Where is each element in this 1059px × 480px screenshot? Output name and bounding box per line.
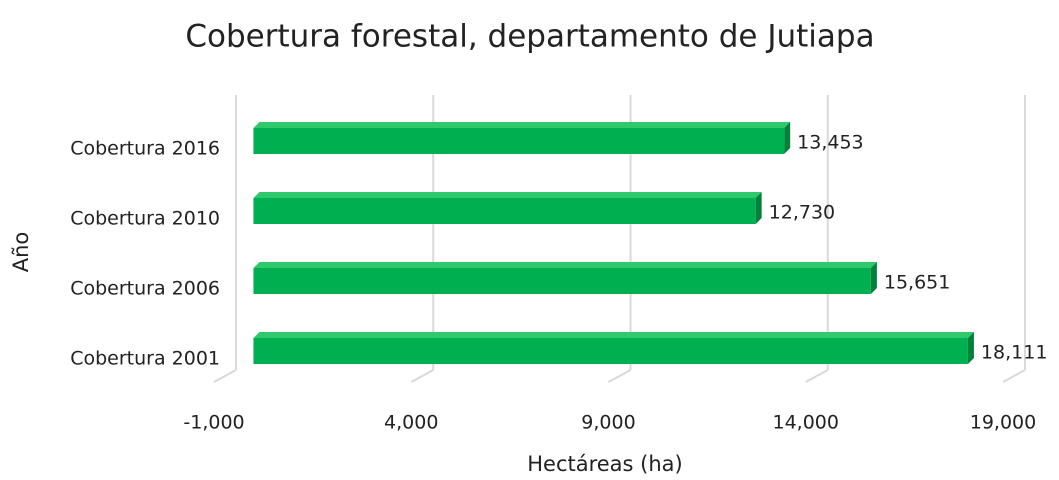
- x-tick-label: 9,000: [581, 412, 635, 434]
- y-tick-label: Cobertura 2010: [70, 208, 220, 230]
- grid-line-foot: [410, 369, 434, 383]
- grid-line-foot: [1002, 369, 1026, 383]
- bar-top: [253, 122, 791, 128]
- bar-side: [784, 122, 791, 154]
- data-label: 13,453: [797, 132, 863, 154]
- bar-side: [870, 262, 877, 294]
- bar: [253, 268, 871, 294]
- grid-line-foot: [805, 369, 829, 383]
- bar-side: [967, 332, 974, 364]
- bar-top: [253, 192, 762, 198]
- grid-line-foot: [608, 369, 631, 383]
- bar: [253, 198, 756, 224]
- y-tick-label: Cobertura 2006: [70, 278, 220, 300]
- bar: [253, 128, 785, 154]
- y-tick-label: Cobertura 2016: [70, 138, 220, 160]
- x-tick-label: 14,000: [773, 412, 839, 434]
- x-tick-label: 4,000: [384, 412, 438, 434]
- y-tick-label: Cobertura 2001: [70, 348, 220, 370]
- y-axis-title: Año: [9, 232, 33, 273]
- x-axis-title: Hectáreas (ha): [527, 452, 683, 476]
- data-label: 12,730: [769, 202, 835, 224]
- x-tick-label: 19,000: [970, 412, 1036, 434]
- data-label: 18,111: [981, 342, 1047, 364]
- chart-title: Cobertura forestal, departamento de Juti…: [185, 19, 874, 55]
- x-tick-label: -1,000: [183, 412, 244, 434]
- data-label: 15,651: [884, 272, 950, 294]
- bar-side: [755, 192, 762, 224]
- bar-top: [253, 262, 877, 268]
- bar-top: [253, 332, 974, 338]
- grid-line-foot: [213, 369, 237, 383]
- bar: [253, 338, 968, 364]
